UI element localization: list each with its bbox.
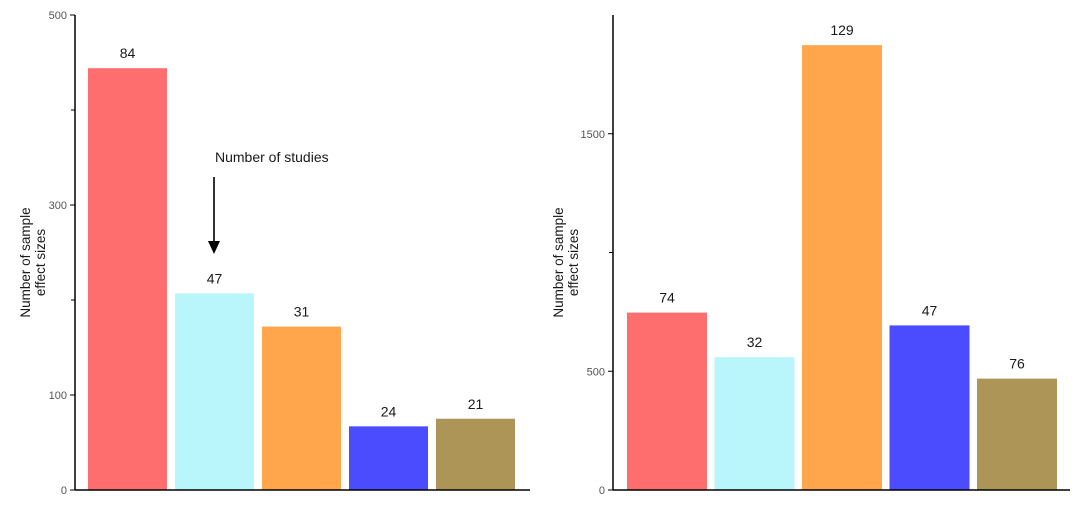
data-label: 47 bbox=[207, 270, 223, 286]
bar bbox=[627, 312, 707, 490]
data-label: 76 bbox=[1009, 356, 1025, 372]
bar bbox=[262, 326, 341, 490]
y-axis-label: Number of sampleeffect sizes bbox=[18, 207, 48, 317]
y-tick-label: 500 bbox=[587, 366, 605, 378]
bar bbox=[889, 325, 970, 490]
y-tick-label: 0 bbox=[599, 485, 605, 497]
data-label: 21 bbox=[468, 396, 484, 412]
data-label: 84 bbox=[120, 45, 136, 61]
y-axis-label-line: Number of sample bbox=[18, 207, 33, 317]
y-axis-label-line: Number of sample bbox=[551, 207, 566, 317]
annotation-text: Number of studies bbox=[215, 149, 329, 165]
bar bbox=[88, 68, 167, 490]
data-label: 32 bbox=[747, 334, 763, 350]
y-tick-label: 0 bbox=[61, 485, 67, 497]
y-tick-label: 300 bbox=[49, 200, 67, 212]
y-tick-label: 1500 bbox=[581, 129, 605, 141]
bar bbox=[977, 378, 1057, 490]
data-label: 74 bbox=[659, 290, 675, 306]
data-label: 47 bbox=[922, 302, 938, 318]
bar bbox=[349, 426, 428, 490]
y-axis-label-line: effect sizes bbox=[33, 229, 48, 297]
chart-panel-2: 74 32 129 47 76 0 500 1500 Number of sampleeffec… bbox=[551, 15, 1070, 497]
y-tick-label: 100 bbox=[49, 390, 67, 402]
y-axis-label: Number of sampleeffect sizes bbox=[551, 207, 581, 317]
data-label: 31 bbox=[294, 304, 310, 320]
data-label: 129 bbox=[830, 22, 854, 38]
annotation-arrow-head bbox=[208, 241, 220, 254]
bar bbox=[802, 45, 882, 490]
bar bbox=[714, 357, 795, 490]
y-axis-label-line: effect sizes bbox=[566, 229, 581, 297]
y-tick-label: 500 bbox=[49, 10, 67, 22]
chart-panel-1: 84 47 31 24 21 0 100 300 500 Number of sampleeffe… bbox=[18, 10, 530, 497]
bar bbox=[436, 418, 515, 490]
bar bbox=[175, 293, 254, 490]
data-label: 24 bbox=[381, 403, 397, 419]
